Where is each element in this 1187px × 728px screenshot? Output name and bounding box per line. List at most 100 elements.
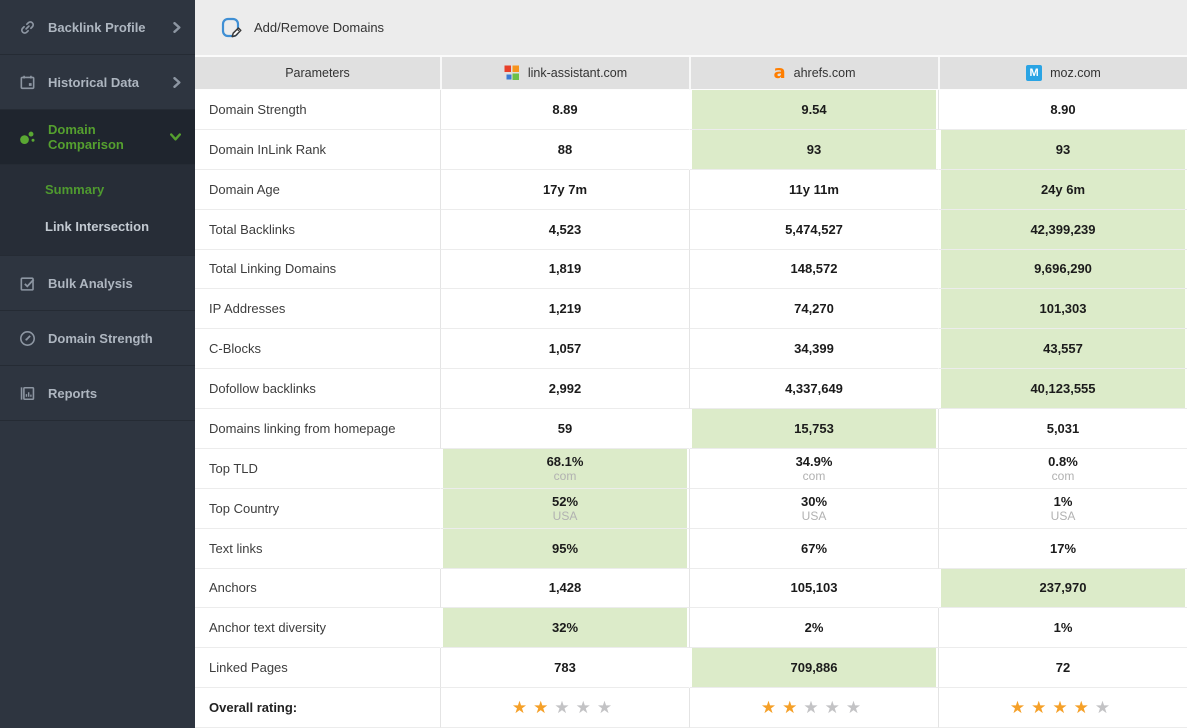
- domain-comparison-table: Parameters link-assistant.com a ahrefs.co…: [195, 57, 1187, 728]
- domain-header-label: link-assistant.com: [527, 66, 628, 80]
- cell-value: 4,337,649: [785, 381, 843, 397]
- cell-value: 1%: [1053, 620, 1073, 636]
- sidebar-item-domain-comparison[interactable]: Domain Comparison: [0, 110, 195, 165]
- cell-value: 105,103: [790, 580, 838, 596]
- sidebar-item-reports[interactable]: Reports: [0, 366, 195, 421]
- moz-favicon: M: [1026, 65, 1043, 81]
- value-cell: 52% USA: [440, 488, 689, 529]
- star-icon: ★: [1094, 697, 1117, 717]
- parameter-label: Total Linking Domains: [195, 249, 440, 290]
- star-icon: ★: [760, 697, 783, 717]
- star-icon: ★: [596, 697, 619, 717]
- cell-value: 148,572: [790, 261, 838, 277]
- value-cell: 4,337,649: [689, 369, 938, 409]
- sidebar-item-historical-data[interactable]: Historical Data: [0, 55, 195, 110]
- value-cell: 1,428: [440, 568, 689, 609]
- cell-value: 15,753: [794, 420, 834, 436]
- column-header-domain-1[interactable]: link-assistant.com: [440, 57, 689, 90]
- domain-header-label: moz.com: [1050, 66, 1101, 80]
- value-cell: 783: [440, 648, 689, 689]
- value-cell: 40,123,555: [938, 369, 1187, 409]
- star-icon: ★: [575, 697, 597, 717]
- parameter-label: Linked Pages: [195, 648, 440, 689]
- cell-value: 2,992: [548, 381, 582, 397]
- value-cell: 1,819: [440, 249, 689, 290]
- table-row-ip-addresses: IP Addresses 1,219 74,270 101,303: [195, 289, 1187, 330]
- table-row-anchor-text-diversity: Anchor text diversity 32% 2% 1%: [195, 608, 1187, 649]
- sidebar-item-bulk-analysis[interactable]: Bulk Analysis: [0, 256, 195, 311]
- table-row-text-links: Text links 95% 67% 17%: [195, 528, 1187, 569]
- add-remove-domains-icon: [220, 16, 244, 40]
- table-row-domains-linking-from-homepage: Domains linking from homepage 59 15,753 5,0…: [195, 409, 1187, 449]
- cell-value: 59: [557, 420, 573, 436]
- value-cell: 5,474,527: [689, 209, 938, 250]
- value-cell: 5,031: [938, 409, 1187, 449]
- cell-value: 40,123,555: [1030, 381, 1096, 397]
- value-cell: 93: [938, 129, 1187, 170]
- toolbar: Add/Remove Domains: [195, 0, 1187, 57]
- cell-value: 32%: [551, 620, 579, 636]
- table-row-domain-age: Domain Age 17y 7m 11y 11m 24y 6m: [195, 169, 1187, 210]
- value-cell: 9.54: [689, 90, 938, 130]
- value-cell: 17%: [938, 528, 1187, 569]
- cell-value: 88: [557, 141, 573, 157]
- sidebar: Backlink Profile Historical Data Domain Co…: [0, 0, 195, 728]
- add-remove-domains-button[interactable]: Add/Remove Domains: [214, 12, 390, 44]
- cell-sublabel: USA: [801, 508, 827, 523]
- cell-value: 5,031: [1046, 420, 1080, 436]
- bubbles-icon: [17, 127, 37, 147]
- parameter-label: Text links: [195, 528, 440, 569]
- sidebar-item-label: Domain Comparison: [48, 122, 124, 152]
- value-cell: 237,970: [938, 568, 1187, 609]
- cell-value: 0.8%: [1048, 453, 1078, 469]
- overall-rating-label: Overall rating:: [195, 688, 440, 728]
- value-cell: 105,103: [689, 568, 938, 609]
- cell-value: 1,057: [548, 341, 582, 357]
- value-cell: 43,557: [938, 329, 1187, 370]
- cell-sublabel: com: [1051, 468, 1075, 483]
- star-rating: ★★★★★: [440, 688, 689, 728]
- table-row-domain-inlink-rank: Domain InLink Rank 88 93 93: [195, 129, 1187, 170]
- sidebar-submenu: Summary Link Intersection: [0, 165, 195, 256]
- value-cell: 15,753: [689, 409, 938, 449]
- link-icon: [17, 17, 37, 37]
- cell-value: 68.1%: [546, 453, 584, 469]
- value-cell: 24y 6m: [938, 169, 1187, 210]
- value-cell: 2%: [689, 608, 938, 649]
- sidebar-item-label: Backlink Profile: [48, 19, 146, 35]
- sidebar-item-backlink-profile[interactable]: Backlink Profile: [0, 0, 195, 55]
- cell-value: 9,696,290: [1034, 261, 1092, 277]
- sidebar-subitem-summary[interactable]: Summary: [0, 171, 195, 208]
- value-cell: 72: [938, 648, 1187, 689]
- cell-sublabel: USA: [552, 508, 578, 523]
- cell-sublabel: com: [553, 468, 577, 483]
- cell-value: 34.9%: [795, 453, 833, 469]
- sidebar-item-domain-strength[interactable]: Domain Strength: [0, 311, 195, 366]
- value-cell: 709,886: [689, 648, 938, 689]
- table-row-linked-pages: Linked Pages 783 709,886 72: [195, 648, 1187, 689]
- parameter-label: Domains linking from homepage: [195, 409, 440, 449]
- parameter-label: Total Backlinks: [195, 209, 440, 250]
- cell-value: 1,219: [548, 301, 582, 317]
- value-cell: 34.9% com: [689, 448, 938, 489]
- cell-value: 93: [806, 141, 822, 157]
- value-cell: 95%: [440, 528, 689, 569]
- value-cell: 8.89: [440, 90, 689, 130]
- column-header-domain-2[interactable]: a ahrefs.com: [689, 57, 938, 90]
- cell-value: 43,557: [1043, 341, 1083, 357]
- ahrefs-favicon: a: [773, 62, 786, 83]
- sidebar-item-label: Domain Strength: [48, 330, 153, 346]
- value-cell: 30% USA: [689, 488, 938, 529]
- table-row-top-tld: Top TLD 68.1% com 34.9% com 0.8% com: [195, 448, 1187, 489]
- parameter-label: Domain InLink Rank: [195, 129, 440, 170]
- value-cell: 1% USA: [938, 488, 1187, 529]
- value-cell: 42,399,239: [938, 209, 1187, 250]
- cell-value: 72: [1055, 660, 1071, 676]
- cell-value: 24y 6m: [1040, 181, 1086, 197]
- star-icon: ★: [845, 697, 868, 717]
- cell-value: 709,886: [790, 660, 838, 676]
- cell-sublabel: USA: [1050, 508, 1076, 523]
- sidebar-subitem-link-intersection[interactable]: Link Intersection: [0, 208, 195, 245]
- value-cell: 68.1% com: [440, 448, 689, 489]
